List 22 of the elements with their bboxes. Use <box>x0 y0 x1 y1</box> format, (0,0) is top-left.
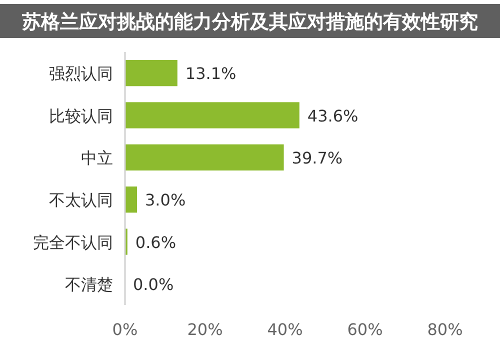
data-label: 39.7% <box>292 148 343 168</box>
data-label: 0.0% <box>133 274 174 294</box>
bar <box>125 186 137 213</box>
data-label: 13.1% <box>185 64 236 84</box>
bar <box>125 60 178 86</box>
x-tick-label: 60% <box>347 320 383 339</box>
x-tick-label: 40% <box>267 320 303 339</box>
data-label: 3.0% <box>145 190 186 210</box>
bar <box>125 102 300 128</box>
chart-title: 苏格兰应对挑战的能力分析及其应对措施的有效性研究 <box>21 11 478 33</box>
data-label: 0.6% <box>135 232 176 252</box>
y-tick-label: 不清楚 <box>65 274 113 294</box>
x-tick-label: 0% <box>112 320 138 339</box>
x-tick-label: 80% <box>427 320 463 339</box>
y-tick-label: 中立 <box>81 148 113 168</box>
y-tick-label: 完全不认同 <box>33 232 113 252</box>
y-tick-label: 不太认同 <box>49 190 113 210</box>
y-tick-label: 比较认同 <box>49 106 113 126</box>
y-tick-label: 强烈认同 <box>49 64 113 84</box>
bar <box>125 144 284 170</box>
x-tick-label: 20% <box>187 320 223 339</box>
data-label: 43.6% <box>307 106 358 126</box>
